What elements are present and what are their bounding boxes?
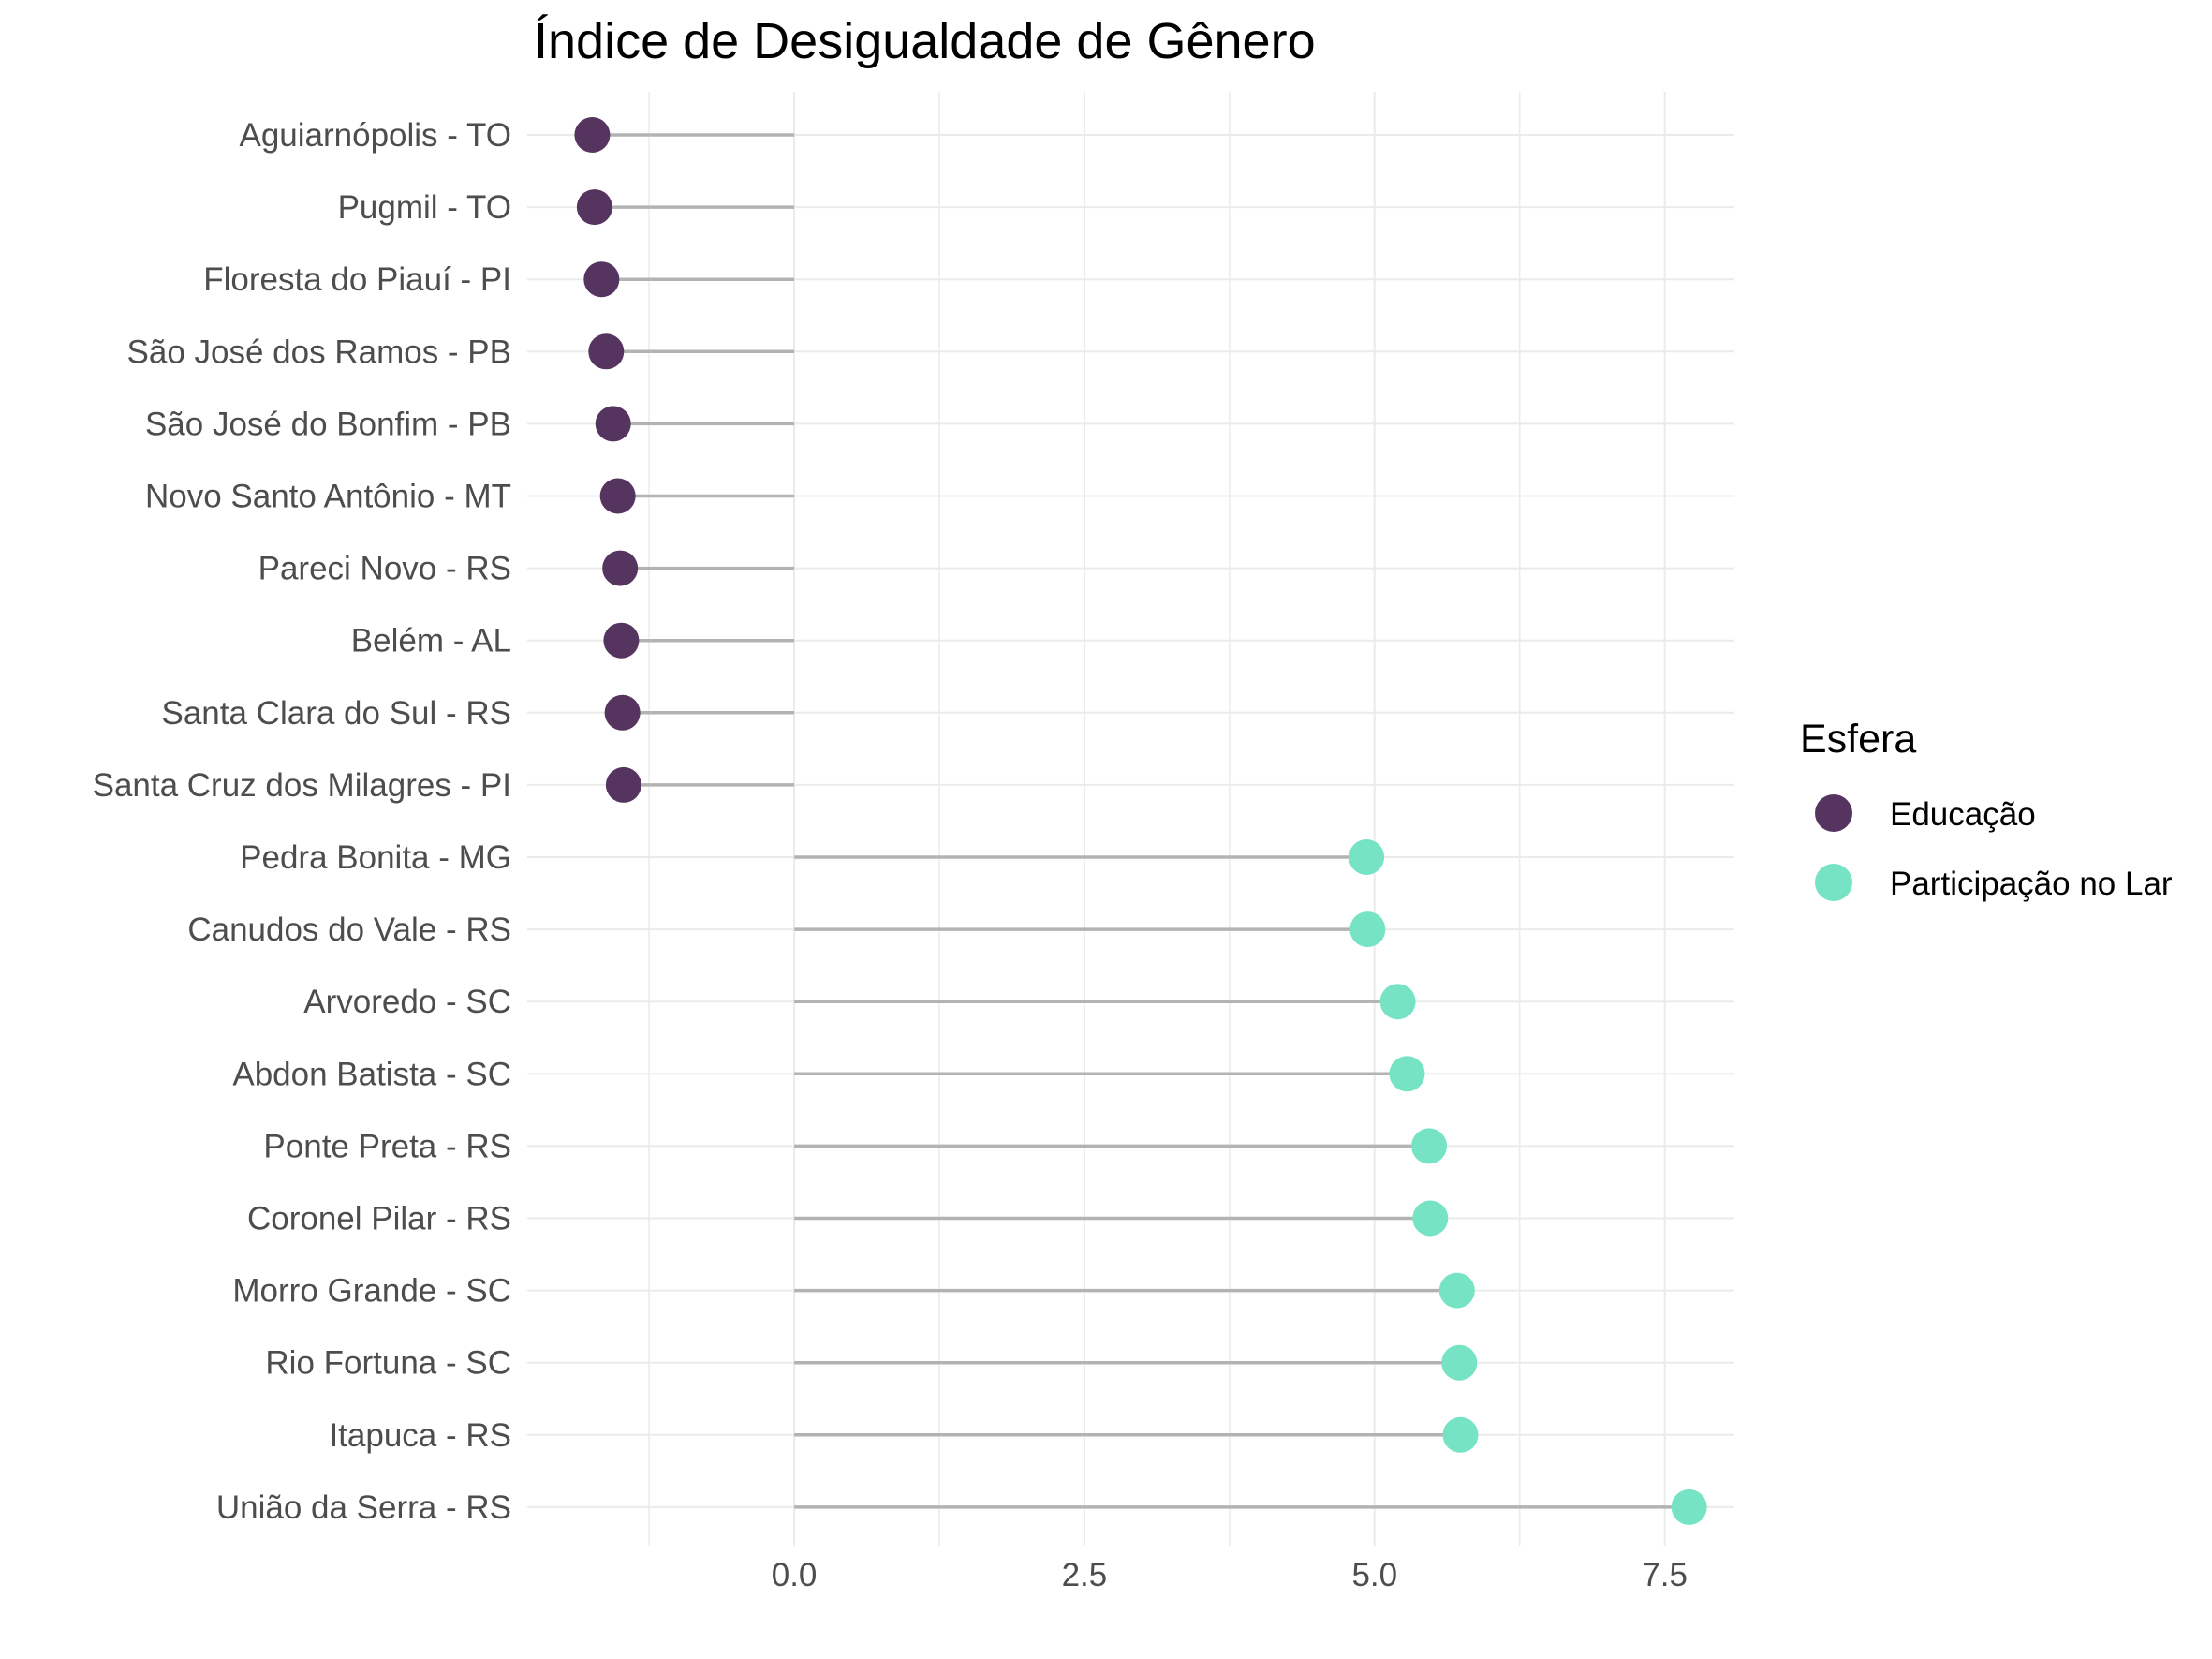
- category-label-pedra-bonita-mg: Pedra Bonita - MG: [240, 839, 511, 876]
- point-ponte-preta-rs: [1411, 1128, 1448, 1164]
- x-axis-ticks: 0.0 2.5 5.0 7.5: [772, 1557, 1688, 1593]
- point-santa-cruz-dos-milagres-pi: [605, 766, 641, 803]
- point-novo-santo-antonio-mt: [599, 478, 636, 514]
- category-label-morro-grande-sc: Morro Grande - SC: [232, 1273, 511, 1310]
- category-label-pugmil-to: Pugmil - TO: [338, 189, 511, 226]
- category-label-canudos-do-vale-rs: Canudos do Vale - RS: [187, 911, 511, 948]
- point-rio-fortuna-sc: [1441, 1344, 1478, 1381]
- legend: Esfera Educação Participação no Lar: [1800, 717, 2173, 902]
- category-label-sao-jose-dos-ramos-pb: São José dos Ramos - PB: [127, 333, 511, 370]
- category-label-santa-clara-do-sul-rs: Santa Clara do Sul - RS: [161, 695, 511, 732]
- x-tick-label: 7.5: [1642, 1557, 1688, 1593]
- x-tick-label: 5.0: [1351, 1557, 1397, 1593]
- category-label-belem-al: Belém - AL: [351, 623, 511, 659]
- legend-key-participacao-no-lar: [1815, 864, 1852, 901]
- chart-title: Índice de Desigualdade de Gênero: [534, 13, 1316, 69]
- category-label-novo-santo-antonio-mt: Novo Santo Antônio - MT: [145, 479, 511, 515]
- point-aguiarnopolis-to: [574, 117, 611, 153]
- x-tick-label: 0.0: [772, 1557, 818, 1593]
- data-points: [574, 117, 1707, 1525]
- point-belem-al: [603, 622, 640, 659]
- point-itapuca-rs: [1442, 1416, 1479, 1453]
- category-label-santa-cruz-dos-milagres-pi: Santa Cruz dos Milagres - PI: [93, 767, 511, 804]
- legend-title: Esfera: [1800, 717, 1916, 762]
- grid: [527, 92, 1734, 1546]
- category-label-uniao-da-serra-rs: União da Serra - RS: [216, 1489, 511, 1526]
- point-coronel-pilar-rs: [1412, 1200, 1449, 1237]
- point-abdon-batista-sc: [1389, 1056, 1425, 1092]
- point-canudos-do-vale-rs: [1349, 911, 1386, 948]
- point-sao-jose-do-bonfim-pb: [595, 406, 631, 442]
- x-tick-label: 2.5: [1062, 1557, 1108, 1593]
- legend-label-educacao: Educação: [1890, 796, 2036, 833]
- legend-label-participacao-no-lar: Participação no Lar: [1890, 866, 2173, 902]
- category-label-floresta-do-piaui-pi: Floresta do Piauí - PI: [203, 261, 511, 298]
- category-label-arvoredo-sc: Arvoredo - SC: [303, 984, 511, 1020]
- category-label-rio-fortuna-sc: Rio Fortuna - SC: [265, 1345, 511, 1382]
- point-pugmil-to: [576, 189, 612, 226]
- category-label-aguiarnopolis-to: Aguiarnópolis - TO: [239, 117, 511, 154]
- category-label-ponte-preta-rs: Ponte Preta - RS: [263, 1128, 511, 1164]
- point-pedra-bonita-mg: [1349, 839, 1385, 875]
- point-floresta-do-piaui-pi: [583, 261, 620, 298]
- category-label-abdon-batista-sc: Abdon Batista - SC: [232, 1056, 511, 1092]
- point-santa-clara-do-sul-rs: [604, 694, 641, 731]
- stems: [592, 133, 1689, 1509]
- point-uniao-da-serra-rs: [1671, 1489, 1707, 1525]
- point-pareci-novo-rs: [602, 550, 639, 586]
- category-labels: Aguiarnópolis - TO Pugmil - TO Floresta do…: [93, 117, 511, 1526]
- category-label-itapuca-rs: Itapuca - RS: [329, 1417, 511, 1454]
- category-label-pareci-novo-rs: Pareci Novo - RS: [258, 551, 511, 587]
- point-arvoredo-sc: [1379, 984, 1416, 1020]
- point-morro-grande-sc: [1438, 1272, 1475, 1309]
- point-sao-jose-dos-ramos-pb: [588, 333, 625, 370]
- category-label-coronel-pilar-rs: Coronel Pilar - RS: [247, 1201, 511, 1237]
- legend-key-educacao: [1815, 794, 1852, 832]
- category-label-sao-jose-do-bonfim-pb: São José do Bonfim - PB: [145, 406, 511, 442]
